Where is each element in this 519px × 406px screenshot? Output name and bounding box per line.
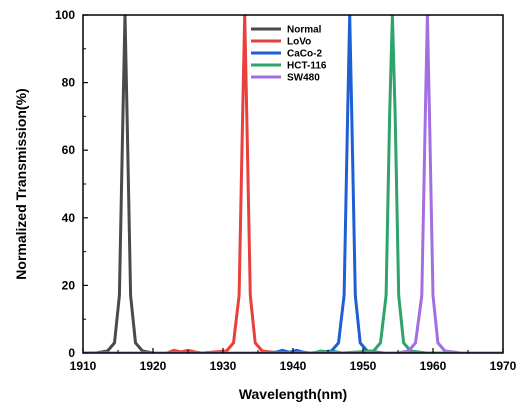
x-axis: 1910 1920 1930 1940 1950 1960 1970 [70, 348, 517, 373]
y-tick-label: 20 [62, 278, 76, 292]
legend-label: LoVo [287, 37, 311, 48]
y-tick-label: 60 [62, 143, 76, 157]
y-axis: 0 20 40 60 80 100 [55, 8, 88, 360]
legend-label: CaCo-2 [287, 49, 322, 60]
x-tick-label: 1940 [280, 359, 307, 373]
series-line-normal [83, 15, 503, 353]
series-line-hct-116 [83, 15, 503, 353]
x-axis-title: Wavelength(nm) [239, 386, 347, 402]
legend-label: HCT-116 [287, 61, 327, 72]
x-tick-label: 1950 [350, 359, 377, 373]
legend-label: SW480 [287, 73, 320, 84]
legend-label: Normal [287, 25, 322, 36]
x-tick-label: 1910 [70, 359, 97, 373]
x-tick-label: 1930 [210, 359, 237, 373]
x-tick-label: 1970 [490, 359, 517, 373]
y-tick-label: 40 [62, 211, 76, 225]
x-tick-label: 1920 [140, 359, 167, 373]
y-axis-title: Normalized Transmission(%) [13, 88, 29, 279]
x-tick-label: 1960 [420, 359, 447, 373]
y-tick-label: 0 [68, 346, 75, 360]
y-tick-label: 100 [55, 8, 75, 22]
y-tick-label: 80 [62, 76, 76, 90]
